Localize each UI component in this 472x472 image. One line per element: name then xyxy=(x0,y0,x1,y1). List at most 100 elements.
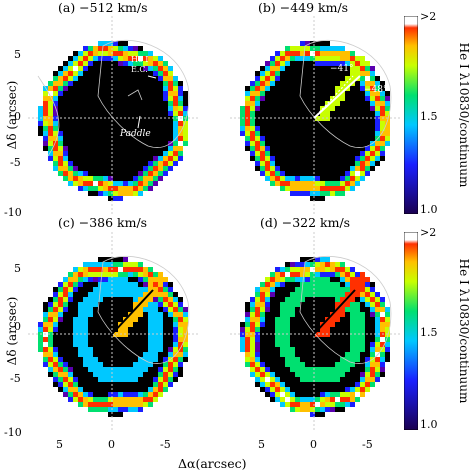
map-pixel xyxy=(390,61,395,66)
map-pixel xyxy=(178,141,183,146)
map-pixel xyxy=(108,262,113,267)
map-pixel xyxy=(230,206,235,211)
map-pixel xyxy=(240,337,245,342)
map-pixel xyxy=(340,267,345,272)
map-pixel xyxy=(255,357,260,362)
map-pixel xyxy=(300,51,305,56)
map-pixel xyxy=(395,201,400,206)
map-pixel xyxy=(245,417,250,422)
map-pixel xyxy=(305,427,310,430)
map-pixel xyxy=(168,397,173,402)
map-pixel xyxy=(163,282,168,287)
map-pixel xyxy=(230,317,235,322)
map-pixel xyxy=(355,282,360,287)
map-pixel xyxy=(395,257,400,262)
map-pixel xyxy=(385,397,390,402)
map-pixel xyxy=(360,427,365,430)
map-pixel xyxy=(320,26,325,31)
map-pixel xyxy=(385,302,390,307)
map-pixel xyxy=(98,252,103,257)
map-pixel xyxy=(43,252,48,257)
map-pixel xyxy=(78,66,83,71)
map-pixel xyxy=(138,206,143,211)
map-pixel xyxy=(260,21,265,26)
map-pixel xyxy=(53,16,58,21)
map-pixel xyxy=(310,242,315,247)
map-pixel xyxy=(240,161,245,166)
map-pixel xyxy=(178,287,183,292)
map-pixel xyxy=(103,51,108,56)
map-pixel xyxy=(28,81,33,86)
map-pixel xyxy=(375,257,380,262)
map-pixel xyxy=(385,21,390,26)
map-pixel xyxy=(58,16,63,21)
map-pixel xyxy=(183,247,188,252)
map-pixel xyxy=(345,287,350,292)
map-pixel xyxy=(290,46,295,51)
map-pixel xyxy=(290,51,295,56)
map-pixel xyxy=(360,247,365,252)
map-pixel xyxy=(193,257,198,262)
map-pixel xyxy=(63,277,68,282)
map-pixel xyxy=(230,262,235,267)
map-pixel xyxy=(315,211,320,214)
map-pixel xyxy=(285,186,290,191)
map-pixel xyxy=(33,257,38,262)
map-pixel xyxy=(193,146,198,151)
map-pixel xyxy=(390,211,395,214)
map-pixel xyxy=(28,126,33,131)
map-pixel xyxy=(330,36,335,41)
map-pixel xyxy=(245,36,250,41)
map-pixel xyxy=(173,126,178,131)
map-pixel xyxy=(28,26,33,31)
map-pixel xyxy=(370,211,375,214)
map-pixel xyxy=(93,16,98,21)
map-pixel xyxy=(63,302,68,307)
map-pixel xyxy=(168,206,173,211)
map-pixel xyxy=(355,357,360,362)
map-pixel xyxy=(275,267,280,272)
map-pixel xyxy=(230,176,235,181)
map-pixel xyxy=(78,337,83,342)
map-pixel xyxy=(250,247,255,252)
map-pixel xyxy=(58,252,63,257)
map-pixel xyxy=(53,317,58,322)
map-pixel xyxy=(265,242,270,247)
map-pixel xyxy=(255,367,260,372)
map-pixel xyxy=(290,242,295,247)
map-pixel xyxy=(235,16,240,21)
map-pixel xyxy=(365,156,370,161)
map-pixel xyxy=(275,76,280,81)
map-pixel xyxy=(38,96,43,101)
map-pixel xyxy=(390,392,395,397)
map-pixel xyxy=(53,131,58,136)
map-pixel xyxy=(330,206,335,211)
map-pixel xyxy=(133,422,138,427)
map-pixel xyxy=(295,422,300,427)
map-pixel xyxy=(270,196,275,201)
map-pixel xyxy=(375,126,380,131)
map-pixel xyxy=(38,392,43,397)
map-pixel xyxy=(153,232,158,237)
map-pixel xyxy=(93,292,98,297)
map-pixel xyxy=(33,101,38,106)
map-pixel xyxy=(188,327,193,332)
map-pixel xyxy=(58,417,63,422)
map-pixel xyxy=(58,382,63,387)
map-pixel xyxy=(295,186,300,191)
map-pixel xyxy=(133,41,138,46)
map-pixel xyxy=(340,272,345,277)
map-pixel xyxy=(53,357,58,362)
map-pixel xyxy=(43,342,48,347)
map-pixel xyxy=(158,407,163,412)
map-pixel xyxy=(245,186,250,191)
map-pixel xyxy=(270,417,275,422)
map-pixel xyxy=(255,407,260,412)
map-pixel xyxy=(33,337,38,342)
map-pixel xyxy=(83,21,88,26)
map-pixel xyxy=(280,267,285,272)
map-pixel xyxy=(365,146,370,151)
map-pixel xyxy=(375,101,380,106)
map-pixel xyxy=(48,232,53,237)
map-pixel xyxy=(158,312,163,317)
